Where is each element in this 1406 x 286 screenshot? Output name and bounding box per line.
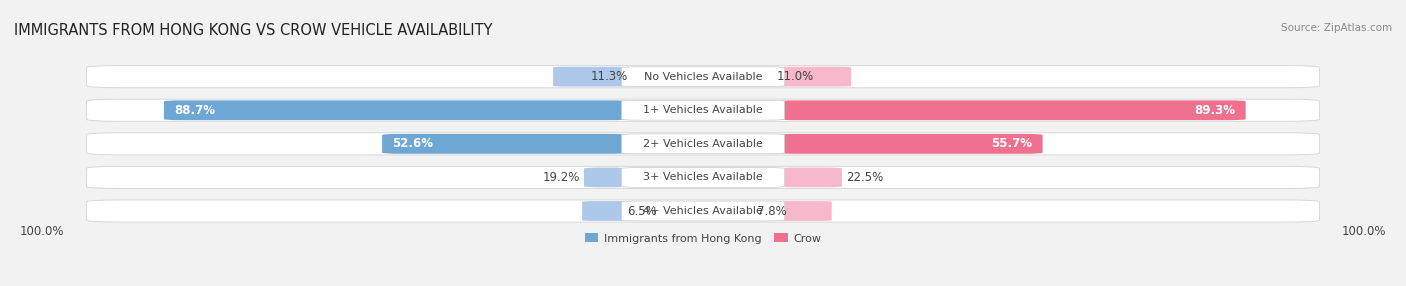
Text: 1+ Vehicles Available: 1+ Vehicles Available [643, 105, 763, 115]
Text: Source: ZipAtlas.com: Source: ZipAtlas.com [1281, 23, 1392, 33]
FancyBboxPatch shape [87, 65, 1319, 88]
FancyBboxPatch shape [87, 200, 1319, 222]
Text: 4+ Vehicles Available: 4+ Vehicles Available [643, 206, 763, 216]
Text: 100.0%: 100.0% [1341, 225, 1386, 238]
FancyBboxPatch shape [582, 201, 627, 221]
FancyBboxPatch shape [621, 134, 785, 154]
Text: 3+ Vehicles Available: 3+ Vehicles Available [643, 172, 763, 182]
FancyBboxPatch shape [87, 166, 1319, 188]
Text: 2+ Vehicles Available: 2+ Vehicles Available [643, 139, 763, 149]
Text: 55.7%: 55.7% [991, 137, 1032, 150]
FancyBboxPatch shape [621, 67, 785, 87]
Legend: Immigrants from Hong Kong, Crow: Immigrants from Hong Kong, Crow [585, 233, 821, 244]
FancyBboxPatch shape [779, 168, 842, 187]
FancyBboxPatch shape [779, 100, 1246, 120]
FancyBboxPatch shape [621, 168, 785, 187]
FancyBboxPatch shape [779, 134, 1043, 154]
Text: IMMIGRANTS FROM HONG KONG VS CROW VEHICLE AVAILABILITY: IMMIGRANTS FROM HONG KONG VS CROW VEHICL… [14, 23, 492, 38]
FancyBboxPatch shape [382, 134, 627, 154]
Text: 88.7%: 88.7% [174, 104, 215, 117]
Text: No Vehicles Available: No Vehicles Available [644, 72, 762, 82]
Text: 19.2%: 19.2% [543, 171, 579, 184]
FancyBboxPatch shape [553, 67, 627, 87]
FancyBboxPatch shape [583, 168, 627, 187]
Text: 52.6%: 52.6% [392, 137, 433, 150]
Text: 22.5%: 22.5% [846, 171, 883, 184]
FancyBboxPatch shape [621, 100, 785, 120]
FancyBboxPatch shape [779, 67, 851, 87]
Text: 100.0%: 100.0% [20, 225, 65, 238]
Text: 6.5%: 6.5% [627, 204, 657, 218]
FancyBboxPatch shape [87, 99, 1319, 121]
Text: 89.3%: 89.3% [1195, 104, 1236, 117]
FancyBboxPatch shape [779, 201, 832, 221]
FancyBboxPatch shape [621, 201, 785, 221]
Text: 7.8%: 7.8% [758, 204, 787, 218]
FancyBboxPatch shape [87, 133, 1319, 155]
FancyBboxPatch shape [165, 100, 627, 120]
Text: 11.0%: 11.0% [776, 70, 814, 83]
Text: 11.3%: 11.3% [591, 70, 627, 83]
